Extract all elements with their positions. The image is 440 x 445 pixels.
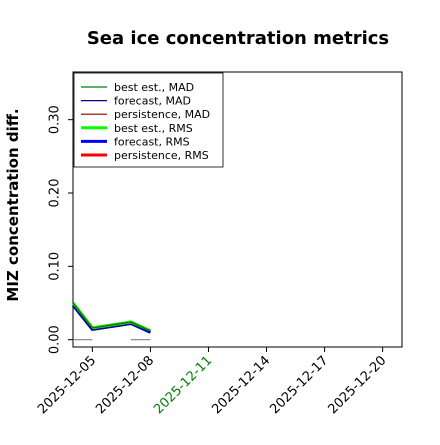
y-tick-label: 0.30 (48, 105, 63, 134)
series-lines (71, 302, 152, 334)
x-axis-ticks: 2025-12-052025-12-082025-12-112025-12-14… (35, 347, 389, 417)
x-tick-label: 2025-12-17 (267, 353, 331, 417)
chart-title: Sea ice concentration metrics (87, 28, 389, 49)
x-tick-label: 2025-12-11 (151, 353, 215, 417)
y-tick-label: 0.10 (48, 252, 63, 281)
legend-label: persistence, MAD (114, 108, 210, 121)
y-tick-label: 0.20 (48, 179, 63, 208)
legend-label: best est., RMS (114, 122, 193, 135)
legend-frame (73, 72, 224, 168)
legend-label: forecast, RMS (114, 135, 190, 148)
y-tick-label: 0.00 (48, 325, 63, 354)
y-axis-ticks: 0.00 0.10 0.20 0.30 (48, 105, 73, 354)
series-line (72, 305, 151, 333)
y-axis-label: MIZ concentration diff. (4, 108, 22, 301)
series-line (72, 302, 151, 332)
x-tick-label: 2025-12-14 (209, 353, 273, 417)
plot-frame (72, 71, 403, 348)
legend-label: best est., MAD (114, 81, 194, 94)
legend-label: forecast, MAD (114, 95, 191, 108)
x-tick-label: 2025-12-05 (35, 353, 99, 417)
x-tick-label: 2025-12-08 (93, 353, 157, 417)
x-tick-label: 2025-12-20 (325, 353, 389, 417)
legend-label: persistence, RMS (114, 149, 209, 162)
